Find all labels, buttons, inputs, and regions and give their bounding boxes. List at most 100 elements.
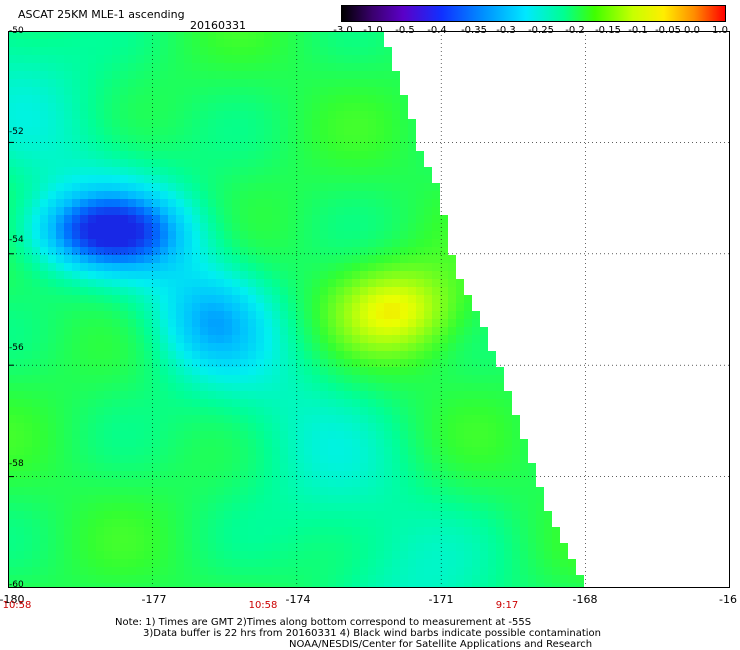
data-cell: [304, 527, 312, 535]
data-cell: [144, 151, 152, 159]
data-cell: [232, 479, 240, 487]
data-cell: [336, 575, 344, 583]
data-cell: [240, 495, 248, 503]
data-cell: [304, 383, 312, 391]
data-cell: [384, 367, 392, 375]
data-cell: [472, 383, 480, 391]
data-cell: [248, 423, 256, 431]
data-cell: [336, 223, 344, 231]
data-cell: [144, 303, 152, 311]
data-cell: [320, 119, 328, 127]
data-cell: [216, 367, 224, 375]
data-cell: [8, 79, 16, 87]
data-cell: [200, 119, 208, 127]
data-cell: [280, 527, 288, 535]
data-cell: [296, 167, 304, 175]
data-cell: [328, 551, 336, 559]
data-cell: [288, 175, 296, 183]
data-cell: [128, 287, 136, 295]
data-cell: [56, 135, 64, 143]
data-cell: [80, 39, 88, 47]
data-cell: [288, 199, 296, 207]
data-cell: [336, 231, 344, 239]
data-cell: [496, 439, 504, 447]
data-cell: [432, 303, 440, 311]
data-cell: [8, 399, 16, 407]
data-cell: [376, 215, 384, 223]
data-cell: [168, 95, 176, 103]
data-cell: [104, 399, 112, 407]
data-cell: [184, 255, 192, 263]
data-cell: [296, 543, 304, 551]
data-cell: [24, 167, 32, 175]
data-cell: [208, 535, 216, 543]
data-cell: [488, 527, 496, 535]
data-cell: [392, 111, 400, 119]
data-cell: [320, 215, 328, 223]
data-cell: [416, 183, 424, 191]
data-cell: [320, 423, 328, 431]
data-cell: [128, 415, 136, 423]
data-cell: [144, 295, 152, 303]
data-cell: [40, 31, 48, 39]
data-cell: [320, 111, 328, 119]
data-cell: [344, 487, 352, 495]
data-cell: [248, 375, 256, 383]
data-cell: [176, 407, 184, 415]
data-cell: [16, 367, 24, 375]
data-cell: [248, 279, 256, 287]
data-cell: [128, 503, 136, 511]
data-cell: [496, 375, 504, 383]
data-cell: [24, 159, 32, 167]
data-cell: [344, 159, 352, 167]
data-cell: [384, 319, 392, 327]
data-cell: [184, 71, 192, 79]
data-cell: [312, 239, 320, 247]
data-cell: [448, 415, 456, 423]
data-cell: [256, 551, 264, 559]
data-cell: [72, 495, 80, 503]
data-cell: [472, 487, 480, 495]
data-cell: [272, 63, 280, 71]
data-cell: [304, 191, 312, 199]
data-cell: [344, 407, 352, 415]
data-cell: [240, 271, 248, 279]
data-cell: [80, 375, 88, 383]
map-frame[interactable]: [8, 31, 730, 588]
data-cell: [432, 479, 440, 487]
data-cell: [216, 63, 224, 71]
data-cell: [376, 559, 384, 567]
data-cell: [288, 415, 296, 423]
data-cell: [400, 327, 408, 335]
data-cell: [160, 47, 168, 55]
data-cell: [224, 415, 232, 423]
data-cell: [240, 479, 248, 487]
data-cell: [152, 511, 160, 519]
data-cell: [256, 151, 264, 159]
data-cell: [400, 487, 408, 495]
data-cell: [64, 119, 72, 127]
data-cell: [216, 103, 224, 111]
data-cell: [56, 583, 64, 588]
data-cell: [328, 183, 336, 191]
data-cell: [264, 527, 272, 535]
data-cell: [160, 287, 168, 295]
data-cell: [520, 535, 528, 543]
data-cell: [144, 95, 152, 103]
data-cell: [72, 399, 80, 407]
data-cell: [152, 183, 160, 191]
wind-speed-map[interactable]: [8, 31, 730, 588]
data-cell: [64, 95, 72, 103]
data-cell: [472, 527, 480, 535]
data-cell: [320, 527, 328, 535]
data-cell: [344, 303, 352, 311]
data-cell: [88, 567, 96, 575]
data-cell: [232, 271, 240, 279]
data-cell: [120, 111, 128, 119]
data-cell: [80, 79, 88, 87]
data-cell: [352, 199, 360, 207]
data-cell: [48, 439, 56, 447]
data-cell: [112, 567, 120, 575]
data-cell: [472, 311, 480, 319]
data-cell: [224, 407, 232, 415]
